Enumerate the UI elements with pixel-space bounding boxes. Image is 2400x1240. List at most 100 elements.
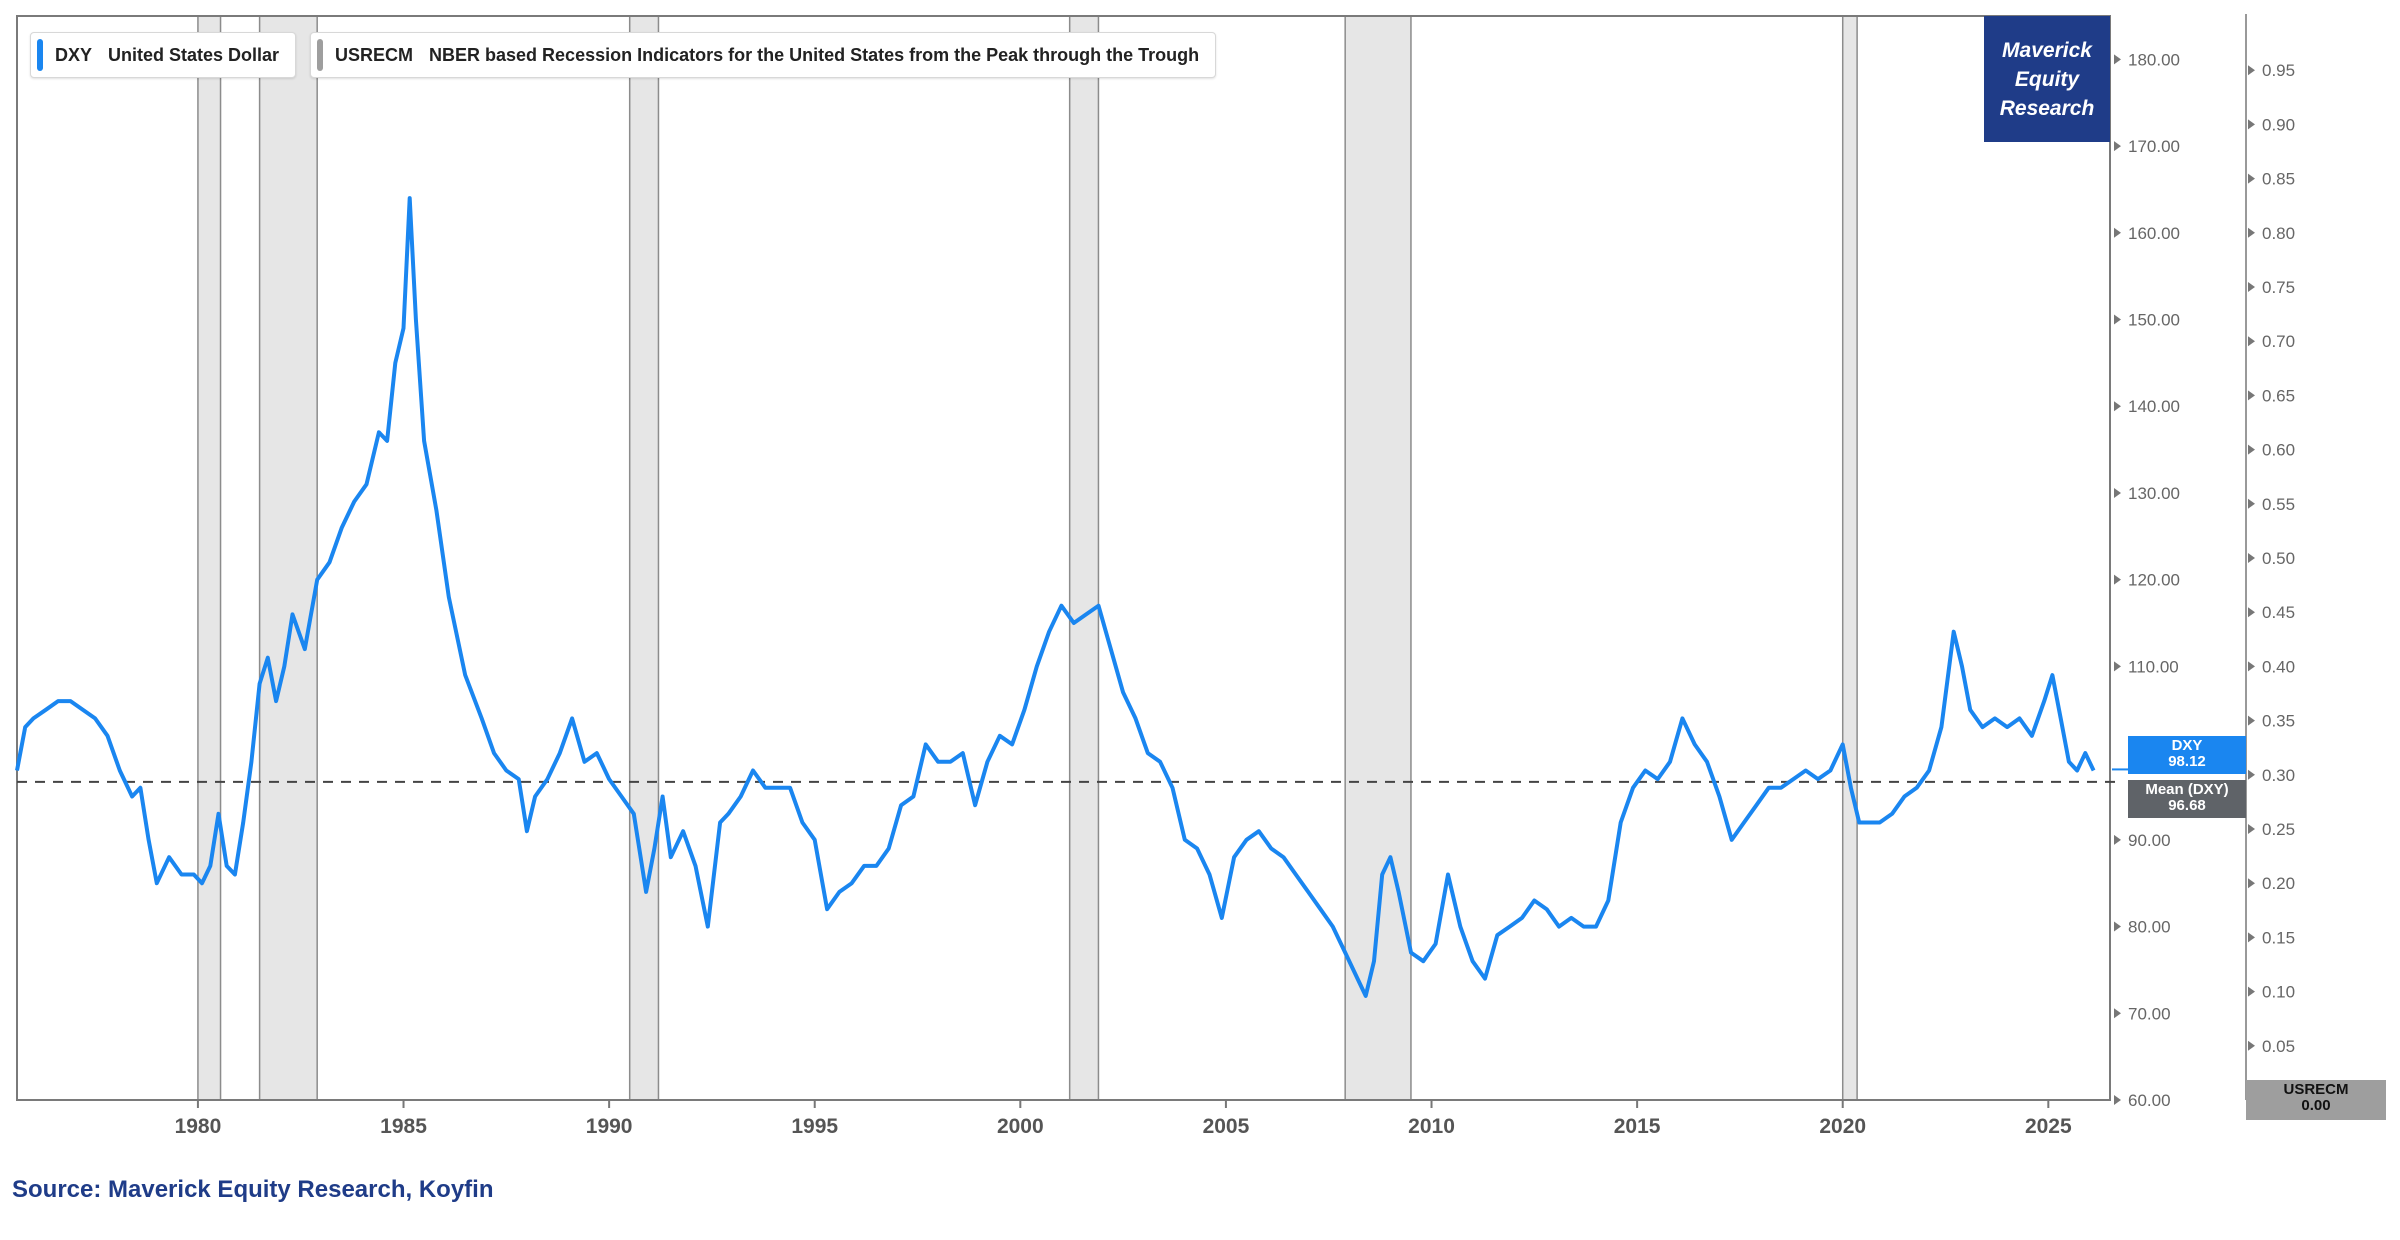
y2-tick [2248,1040,2255,1051]
legend-name: NBER based Recession Indicators for the … [429,44,1200,65]
recession-band [197,15,222,1101]
y2-tick-label: 0.50 [2262,549,2295,568]
y-tick [2114,487,2121,498]
mean-value-tag: Mean (DXY) 96.68 [2128,780,2246,818]
y-tick-label: 170.00 [2128,137,2180,156]
brand-line-3: Research [1999,96,2095,120]
x-tick-label: 2020 [1819,1115,1866,1138]
y-tick [2114,834,2121,845]
y2-tick [2248,282,2255,292]
legend-ticker: USRECM [335,44,414,65]
y-tick [2114,227,2121,238]
y2-tick-label: 0.90 [2262,115,2295,134]
recession-band [1068,15,1100,1101]
y2-tick [2248,986,2255,997]
y2-tick-label: 0.85 [2262,170,2295,189]
x-tick-label: 1980 [175,1115,222,1138]
x-tick-label: 2000 [997,1115,1044,1138]
usrecm-value-tag: USRECM 0.00 [2246,1080,2386,1120]
y2-tick-label: 0.30 [2262,766,2295,785]
y-tick-label: 150.00 [2128,311,2180,330]
y2-tick-label: 0.65 [2262,386,2295,405]
y2-tick-label: 0.60 [2262,441,2295,460]
y2-tick [2248,119,2255,130]
y-tick [2114,661,2121,672]
y-tick [2114,54,2121,65]
y2-tick [2248,173,2255,184]
y2-tick-label: 0.25 [2262,820,2295,839]
x-tick-label: 2025 [2025,1115,2072,1138]
tag-value: 0.00 [2301,1097,2331,1114]
y-axis-left-price: 60.00 70.00 80.00 90.00 110.00 120.00 130.00 14… [2114,50,2180,1110]
y-tick-label: 140.00 [2128,397,2180,416]
y2-tick-label: 0.20 [2262,874,2295,893]
y2-tick [2248,65,2255,76]
source-caption: Source: Maverick Equity Research, Koyfin [12,1176,494,1203]
recession-band [628,15,660,1101]
brand-logo: Maverick Equity Research [1984,16,2110,142]
y-tick [2114,1008,2121,1019]
recession-bands [197,15,1858,1101]
y2-tick [2248,824,2255,834]
y-tick-label: 130.00 [2128,484,2180,503]
y2-tick [2248,607,2255,618]
y-tick-label: 70.00 [2128,1004,2171,1023]
y-tick [2114,574,2121,585]
legend-item-dxy[interactable]: DXY United States Dollar [30,32,297,78]
y2-tick-label: 0.55 [2262,495,2295,514]
y-tick [2114,401,2121,412]
x-tick-label: 2005 [1203,1115,1250,1138]
y2-tick-label: 0.75 [2262,278,2295,297]
y2-tick [2248,932,2255,943]
y2-tick-label: 0.95 [2262,61,2295,80]
x-axis: 1980 1985 1990 1995 2000 2005 2010 2015 2020 2025 [175,1100,2072,1138]
x-tick-label: 1990 [586,1115,633,1138]
y2-tick [2248,769,2255,780]
x-tick-label: 2015 [1614,1115,1661,1138]
y2-tick-label: 0.35 [2262,712,2295,731]
y2-tick-label: 0.10 [2262,983,2295,1002]
y-tick [2114,1095,2121,1105]
brand-line-1: Maverick [2002,38,2092,62]
legend-ticker: DXY [55,44,93,65]
legend-item-usrecm[interactable]: USRECM NBER based Recession Indicators f… [310,32,1217,78]
y2-tick-label: 0.45 [2262,603,2295,622]
y2-tick-label: 0.05 [2262,1037,2295,1056]
y2-tick [2248,878,2255,889]
brand-line-2: Equity [2014,67,2080,91]
recession-band [1841,15,1858,1101]
y2-tick [2248,498,2255,509]
y-tick-label: 80.00 [2128,918,2171,937]
y-tick-label: 120.00 [2128,571,2180,590]
y2-tick [2248,390,2255,401]
y-tick-label: 60.00 [2128,1091,2171,1110]
dxy-series-line [15,196,2096,998]
tag-label: Mean (DXY) [2145,781,2229,798]
y2-tick [2248,661,2255,672]
y2-tick-label: 0.80 [2262,224,2295,243]
y-axis-right-usrecm: 0.05 0.10 0.15 0.20 0.25 0.30 0.35 0.40 0.45 0.50… [2112,14,2295,1100]
y2-tick [2248,715,2255,726]
y2-tick-label: 0.40 [2262,657,2295,676]
x-tick-label: 2010 [1408,1115,1455,1138]
y2-tick [2248,227,2255,238]
x-tick-label: 1995 [791,1115,838,1138]
y-tick-label: 180.00 [2128,50,2180,69]
y2-tick [2248,336,2255,347]
tag-label: DXY [2171,737,2203,754]
y-tick-label: 90.00 [2128,831,2171,850]
y-tick [2114,921,2121,932]
plot-frame [16,15,2111,1101]
legend-swatch-dxy [37,39,43,71]
tag-value: 96.68 [2168,797,2206,814]
y-tick [2114,141,2121,152]
tag-label: USRECM [2283,1081,2349,1098]
y-tick-label: 110.00 [2128,657,2179,676]
recession-band [258,15,318,1101]
legend-swatch-usrecm [317,39,323,71]
y2-tick [2248,553,2255,563]
y-tick [2114,314,2121,325]
tag-value: 98.12 [2168,753,2206,770]
legend-name: United States Dollar [108,44,280,65]
